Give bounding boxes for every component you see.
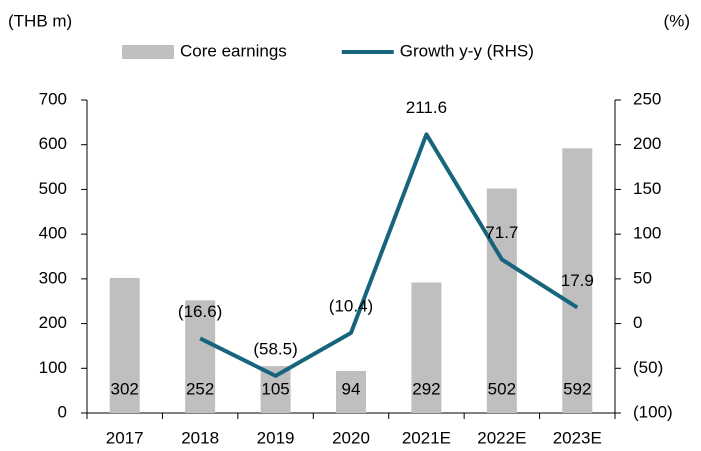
x-tick-label: 2018 [181, 428, 219, 447]
x-tick-label: 2023E [553, 428, 602, 447]
legend-swatch [122, 45, 174, 59]
line-value-label: (16.6) [178, 302, 222, 321]
y-tick-label: 500 [39, 179, 67, 198]
y-tick-label: 200 [39, 313, 67, 332]
x-tick-label: 2019 [257, 428, 295, 447]
y2-tick-label: (50) [633, 358, 663, 377]
y2-tick-label: 150 [633, 179, 661, 198]
bar [185, 300, 216, 413]
bar [411, 282, 442, 413]
y2-tick-label: 0 [633, 313, 642, 332]
y2-tick-label: 200 [633, 134, 661, 153]
bar-value-label: 502 [488, 379, 516, 398]
y2-tick-label: (100) [633, 402, 673, 421]
legend-label: Growth y-y (RHS) [400, 41, 534, 60]
y-tick-label: 600 [39, 134, 67, 153]
line-value-label: 211.6 [406, 98, 447, 117]
bar-value-label: 292 [412, 379, 440, 398]
bar-value-label: 302 [111, 379, 139, 398]
x-tick-label: 2017 [106, 428, 144, 447]
line-value-label: 17.9 [561, 271, 594, 290]
line-value-label: 71.7 [485, 223, 518, 242]
bar [562, 148, 593, 413]
growth-line [199, 132, 579, 378]
y-tick-label: 300 [39, 268, 67, 287]
line-value-label: (58.5) [253, 339, 297, 358]
bar-value-label: 592 [563, 379, 591, 398]
bar-value-label: 105 [261, 379, 289, 398]
x-tick-label: 2021E [402, 428, 451, 447]
y2-tick-label: 250 [633, 89, 661, 108]
y-axis-title: (THB m) [8, 11, 72, 30]
y-tick-label: 100 [39, 358, 67, 377]
y2-tick-label: 100 [633, 224, 661, 243]
bar-value-label: 94 [342, 379, 361, 398]
y-tick-label: 700 [39, 89, 67, 108]
y2-tick-label: 50 [633, 268, 652, 287]
x-tick-label: 2022E [477, 428, 526, 447]
bar-value-label: 252 [186, 379, 214, 398]
y2-axis-title: (%) [664, 11, 690, 30]
line-value-label: (10.4) [329, 296, 373, 315]
bar [486, 188, 517, 413]
x-tick-label: 2020 [332, 428, 370, 447]
y-tick-label: 0 [58, 402, 67, 421]
legend-label: Core earnings [180, 41, 287, 60]
bar [109, 277, 140, 413]
y-tick-label: 400 [39, 224, 67, 243]
bar [336, 370, 366, 413]
